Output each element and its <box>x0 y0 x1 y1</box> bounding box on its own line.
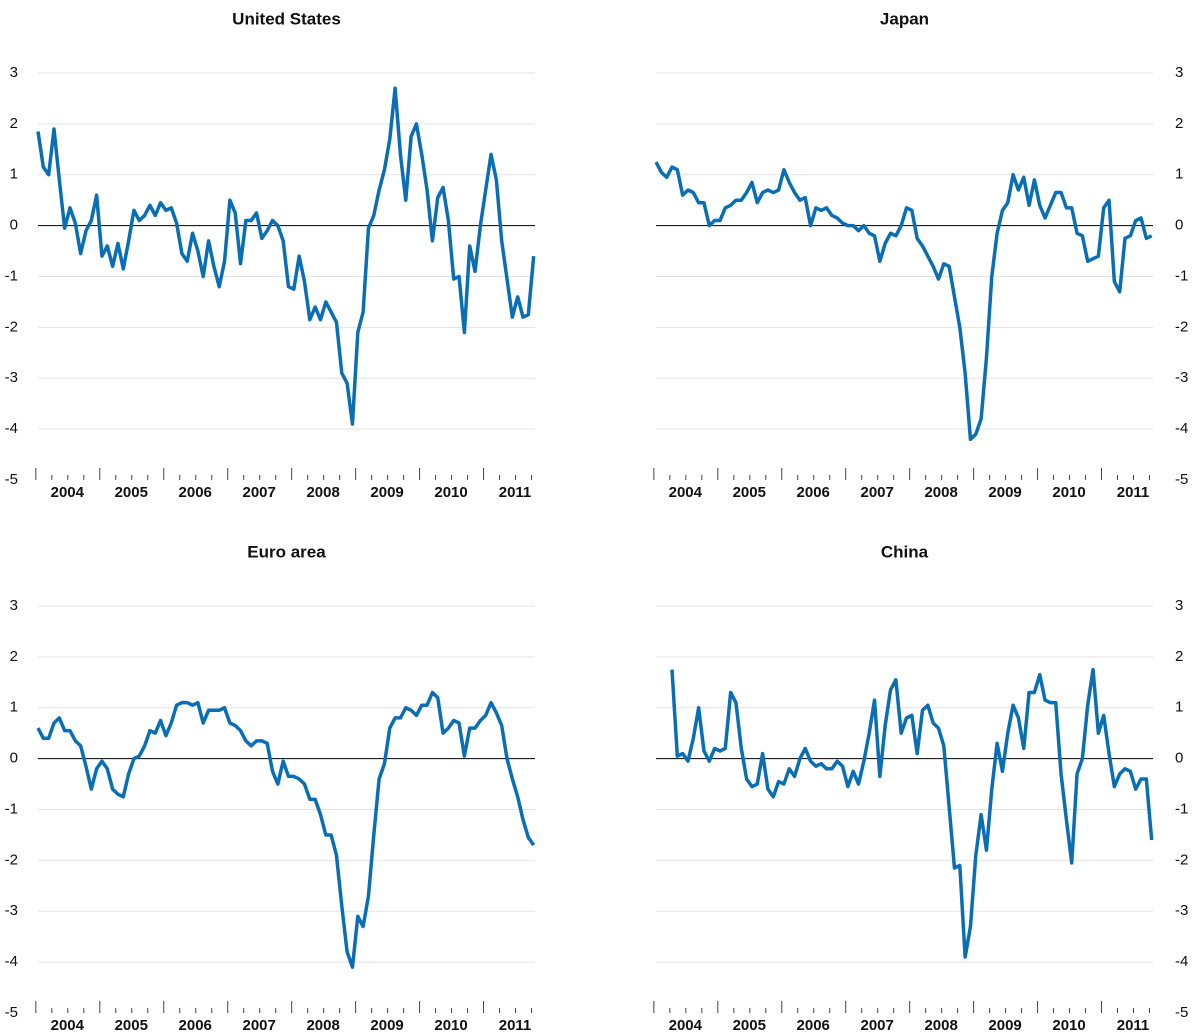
y-tick-label: -5 <box>5 471 18 488</box>
y-tick-label: 0 <box>10 750 18 767</box>
x-tick-label: 2008 <box>306 1017 339 1034</box>
x-tick-label: 2005 <box>115 484 148 501</box>
y-tick-label: -2 <box>1175 851 1188 868</box>
y-tick-label: -2 <box>1175 318 1188 335</box>
data-line <box>36 86 536 426</box>
x-tick-label: 2010 <box>1052 1017 1085 1034</box>
y-tick-label: 3 <box>10 64 18 81</box>
y-tick-label: -1 <box>1175 800 1188 817</box>
y-tick-label: 2 <box>1175 648 1183 665</box>
x-tick-label: 2010 <box>1052 484 1085 501</box>
x-tick-label: 2008 <box>306 484 339 501</box>
x-tick-label: 2010 <box>434 484 467 501</box>
x-tick-label: 2004 <box>51 1017 85 1034</box>
y-tick-label: -2 <box>5 318 18 335</box>
x-tick-label: 2011 <box>499 484 532 501</box>
data-line <box>654 161 1153 442</box>
x-tick-label: 2009 <box>988 484 1021 501</box>
x-tick-label: 2006 <box>179 1017 212 1034</box>
y-tick-label: -4 <box>5 420 18 437</box>
y-tick-label: 3 <box>10 597 18 614</box>
x-tick-label: 2007 <box>242 484 275 501</box>
y-tick-label: 1 <box>1175 166 1183 183</box>
x-tick-label: 2006 <box>179 484 212 501</box>
x-tick-label: 2007 <box>860 1017 893 1034</box>
x-tick-label: 2006 <box>797 1017 830 1034</box>
data-line <box>36 690 536 969</box>
x-tick-label: 2005 <box>733 1017 766 1034</box>
y-tick-label: -1 <box>5 267 18 284</box>
chart-title: Japan <box>880 9 929 28</box>
x-tick-label: 2004 <box>669 484 703 501</box>
x-tick-label: 2004 <box>51 484 85 501</box>
y-tick-label: 0 <box>10 217 18 234</box>
chart-title: China <box>881 542 929 561</box>
y-tick-label: 3 <box>1175 64 1183 81</box>
chart-title: United States <box>232 9 341 28</box>
x-tick-label: 2008 <box>924 1017 957 1034</box>
x-tick-label: 2009 <box>370 484 403 501</box>
y-tick-label: -5 <box>1175 1004 1188 1021</box>
y-tick-label: -4 <box>5 953 18 970</box>
y-tick-label: -3 <box>1175 369 1188 386</box>
x-tick-label: 2008 <box>924 484 957 501</box>
y-tick-label: 3 <box>1175 597 1183 614</box>
y-tick-label: 2 <box>10 648 18 665</box>
y-tick-label: -4 <box>1175 420 1188 437</box>
data-line <box>670 667 1154 959</box>
x-tick-label: 2009 <box>370 1017 403 1034</box>
x-tick-label: 2005 <box>733 484 766 501</box>
x-tick-label: 2011 <box>1117 1017 1150 1034</box>
y-tick-label: -3 <box>1175 902 1188 919</box>
y-tick-label: 0 <box>1175 750 1183 767</box>
x-tick-label: 2007 <box>242 1017 275 1034</box>
x-tick-label: 2006 <box>797 484 830 501</box>
y-tick-label: -5 <box>5 1004 18 1021</box>
x-tick-label: 2011 <box>1117 484 1150 501</box>
y-tick-label: -3 <box>5 902 18 919</box>
chart-title: Euro area <box>247 542 326 561</box>
x-tick-label: 2004 <box>669 1017 703 1034</box>
y-tick-label: -1 <box>1175 267 1188 284</box>
x-tick-label: 2005 <box>115 1017 148 1034</box>
y-tick-label: -2 <box>5 851 18 868</box>
y-tick-label: 0 <box>1175 217 1183 234</box>
y-tick-label: 1 <box>10 166 18 183</box>
y-tick-label: -3 <box>5 369 18 386</box>
y-tick-label: 1 <box>1175 699 1183 716</box>
y-tick-label: 2 <box>10 115 18 132</box>
y-tick-label: -1 <box>5 800 18 817</box>
x-tick-label: 2009 <box>988 1017 1021 1034</box>
x-tick-label: 2011 <box>499 1017 532 1034</box>
y-tick-label: -5 <box>1175 471 1188 488</box>
y-tick-label: 2 <box>1175 115 1183 132</box>
y-tick-label: -4 <box>1175 953 1188 970</box>
x-tick-label: 2007 <box>860 484 893 501</box>
y-tick-label: 1 <box>10 699 18 716</box>
x-tick-label: 2010 <box>434 1017 467 1034</box>
